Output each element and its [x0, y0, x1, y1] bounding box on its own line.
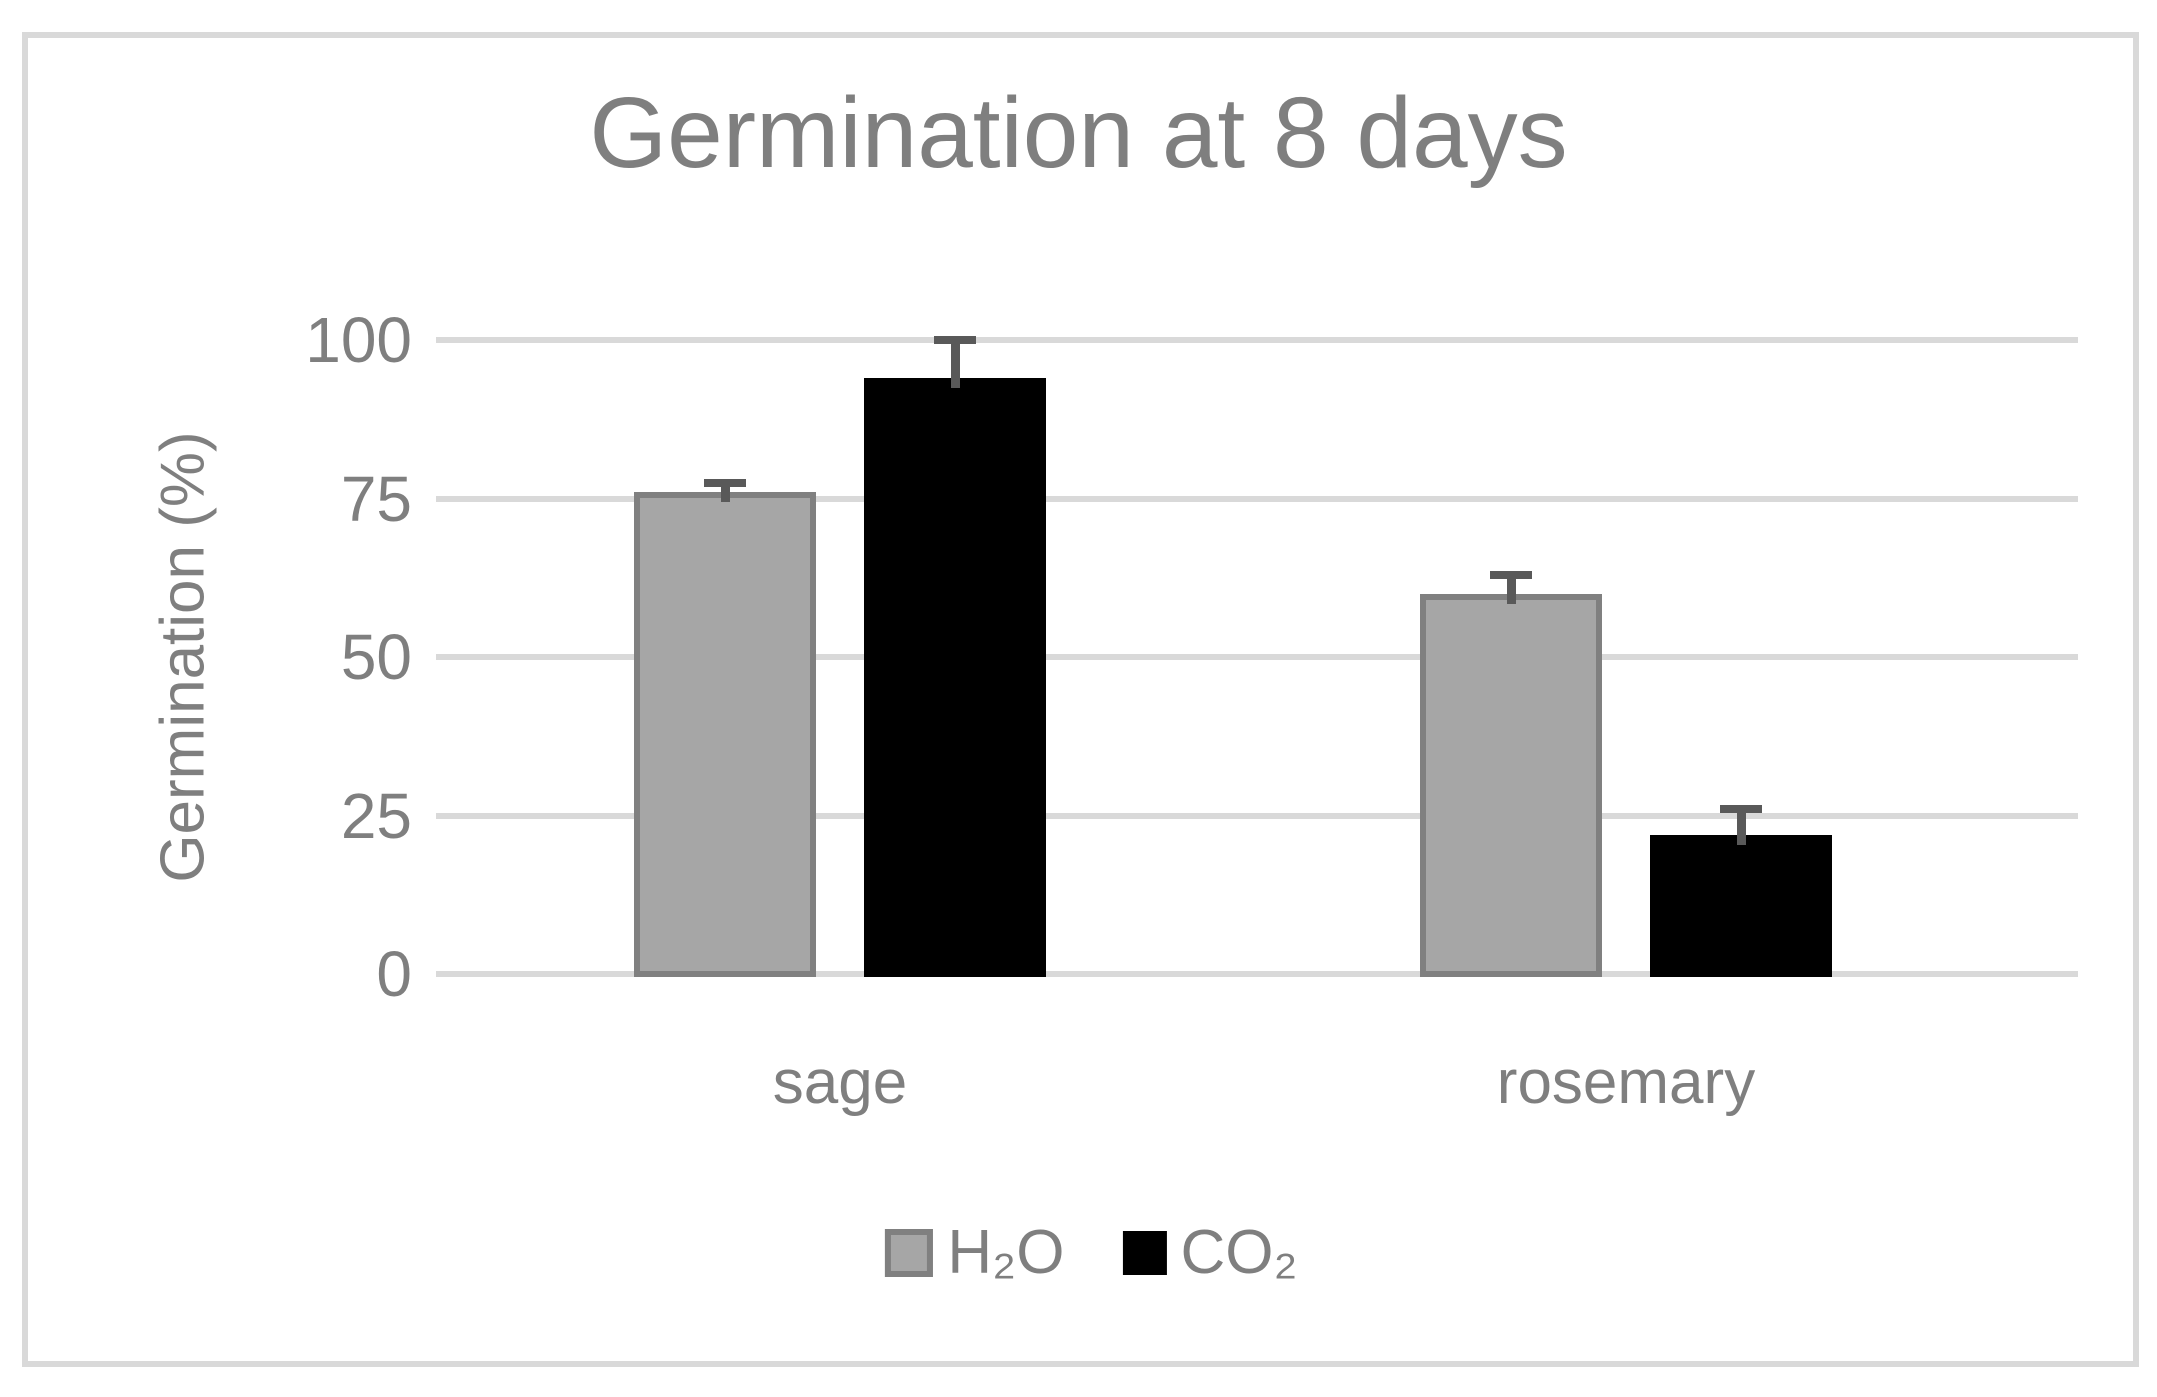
bar-sage-co2	[864, 378, 1046, 977]
error-bar-stem	[1506, 574, 1516, 604]
x-category-label-sage: sage	[772, 1048, 908, 1117]
legend-label-h2o: H₂O	[947, 1218, 1065, 1287]
gridline-y-25	[436, 812, 2078, 819]
y-tick-label-0: 0	[376, 938, 412, 1010]
error-bar-cap	[1720, 805, 1762, 814]
bar-sage-h2o	[634, 492, 816, 977]
y-axis-title: Germination (%)	[148, 431, 218, 883]
y-tick-label-25: 25	[340, 779, 412, 852]
gridline-y-0	[436, 971, 2078, 977]
y-tick-label-75: 75	[340, 462, 412, 535]
gridline-y-100	[436, 337, 2078, 343]
gridline-y-75	[436, 495, 2078, 502]
error-bar-cap	[1490, 570, 1532, 579]
bar-rosemary-h2o	[1420, 593, 1602, 977]
error-bar-stem	[950, 340, 960, 389]
legend-swatch-h2o	[885, 1229, 934, 1277]
x-category-label-rosemary: rosemary	[1496, 1048, 1756, 1117]
chart-legend: H₂O CO₂	[885, 1218, 1298, 1287]
y-tick-label-50: 50	[340, 621, 412, 693]
legend-label-co2: CO₂	[1180, 1218, 1298, 1287]
error-bar-stem	[720, 482, 730, 503]
error-bar-cap	[934, 336, 976, 344]
chart-title: Germination at 8 days	[589, 77, 1568, 189]
error-bar-cap	[704, 478, 746, 487]
legend-item-h2o: H₂O	[885, 1222, 1064, 1284]
y-tick-label-100: 100	[305, 304, 412, 376]
legend-item-co2: CO₂	[1122, 1218, 1298, 1287]
chart-border-frame	[22, 32, 2139, 1367]
bar-rosemary-co2	[1650, 834, 1832, 977]
gridline-y-50	[436, 654, 2078, 660]
legend-swatch-co2	[1122, 1231, 1167, 1275]
error-bar-stem	[1736, 809, 1746, 845]
